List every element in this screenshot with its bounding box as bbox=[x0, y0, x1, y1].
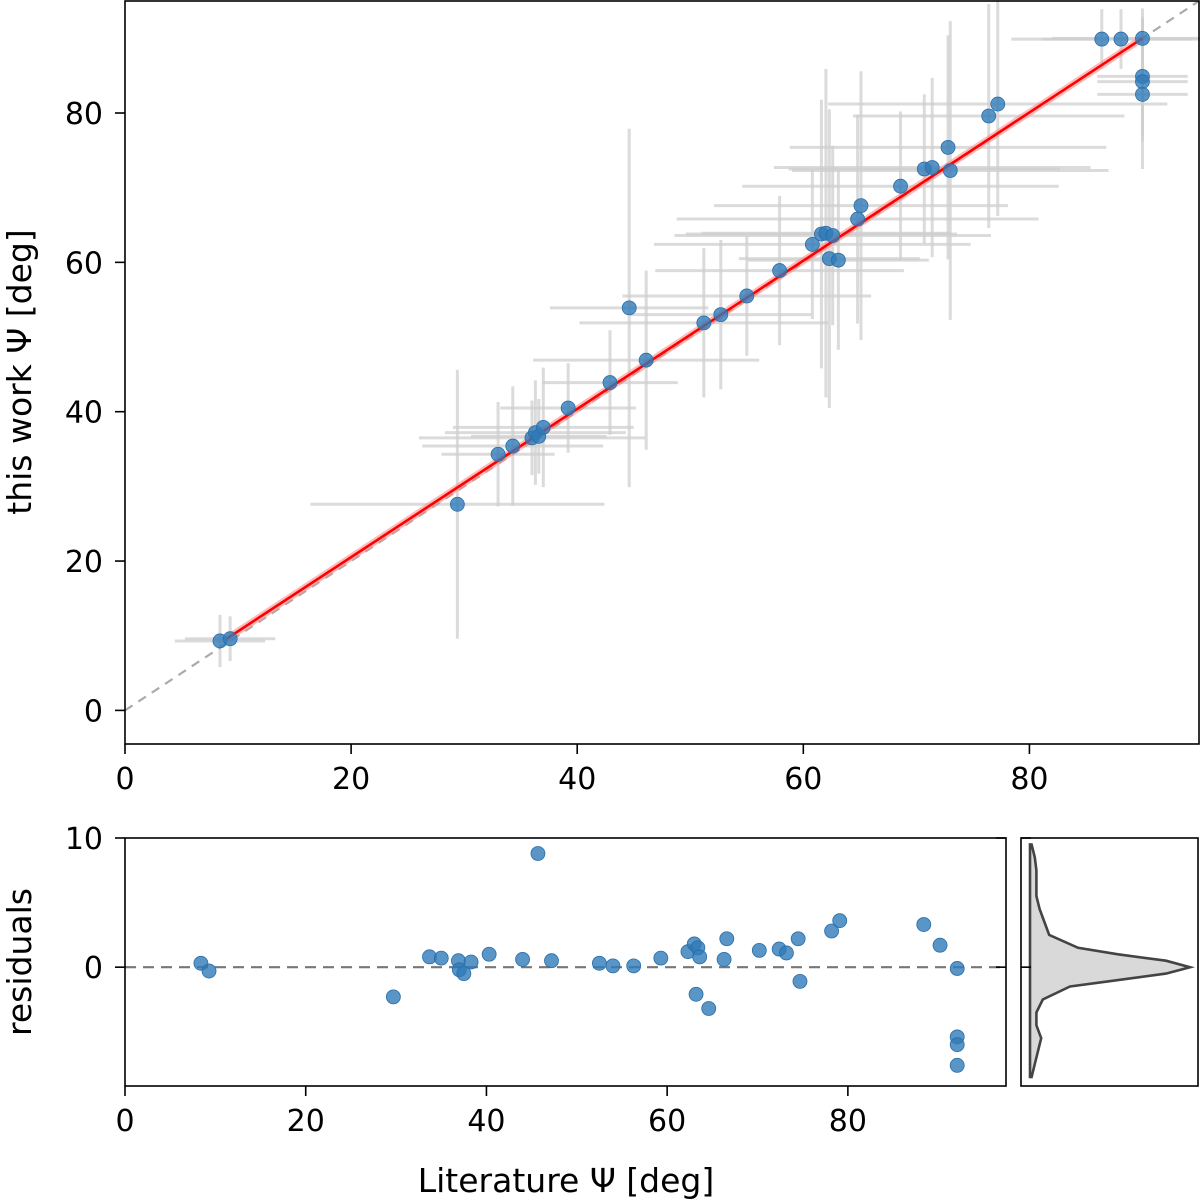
x-tick-label: 40 bbox=[558, 762, 596, 797]
residual-point bbox=[530, 846, 546, 861]
data-point bbox=[804, 237, 820, 252]
main-scatter-panel: 0 20 40 60 80 0 20 40 60 80 this work Ψ [deg] bbox=[0, 0, 1200, 797]
data-point bbox=[1135, 30, 1150, 46]
data-point bbox=[830, 252, 846, 268]
residual-point bbox=[751, 942, 767, 958]
main-data-points bbox=[212, 30, 1150, 649]
data-point bbox=[924, 160, 940, 175]
residual-y-axis: 0 10 bbox=[65, 822, 125, 986]
residual-point bbox=[792, 973, 808, 989]
residual-x-axis: 0 20 40 60 80 bbox=[115, 1086, 867, 1139]
residual-point bbox=[949, 1037, 965, 1053]
x-tick-label: 60 bbox=[648, 1104, 686, 1139]
x-tick-label: 0 bbox=[115, 1104, 134, 1139]
residual-density-panel bbox=[996, 837, 1199, 1087]
data-point bbox=[535, 419, 551, 435]
fit-line bbox=[226, 37, 1144, 640]
data-point bbox=[490, 446, 506, 462]
residual-point bbox=[832, 913, 848, 929]
residual-data-points bbox=[193, 846, 965, 1073]
residual-point bbox=[949, 961, 965, 976]
x-tick-label: 40 bbox=[467, 1104, 505, 1139]
data-point bbox=[1135, 74, 1150, 90]
x-tick-label: 0 bbox=[115, 762, 134, 797]
residual-point bbox=[433, 950, 449, 966]
data-point bbox=[449, 496, 465, 512]
density-curve bbox=[1028, 843, 1196, 1079]
data-point bbox=[940, 139, 956, 155]
data-point bbox=[222, 631, 238, 647]
residual-point bbox=[385, 989, 401, 1005]
y-tick-label: 0 bbox=[84, 951, 103, 986]
residual-scatter-panel: 0 20 40 60 80 0 10 residuals Literature Ψ [de… bbox=[0, 822, 1007, 1200]
data-point bbox=[713, 307, 729, 323]
residual-x-axis-title: Literature Ψ [deg] bbox=[418, 1161, 714, 1200]
y-tick-label: 40 bbox=[65, 396, 103, 431]
data-point bbox=[942, 163, 958, 178]
residual-y-axis-title: residuals bbox=[0, 888, 39, 1036]
data-point bbox=[602, 375, 618, 390]
residual-point bbox=[591, 955, 607, 971]
data-point bbox=[990, 96, 1006, 112]
y-tick-label: 0 bbox=[84, 694, 103, 729]
y-tick-label: 20 bbox=[65, 545, 103, 580]
x-tick-label: 20 bbox=[287, 1104, 325, 1139]
residual-point bbox=[932, 937, 948, 953]
data-point bbox=[825, 228, 841, 243]
x-tick-label: 80 bbox=[1010, 762, 1048, 797]
residual-point bbox=[692, 949, 708, 965]
data-point bbox=[505, 438, 521, 454]
data-point bbox=[850, 211, 865, 227]
y-tick-label: 60 bbox=[65, 246, 103, 281]
residual-point bbox=[716, 952, 732, 967]
residual-plot-frame bbox=[124, 837, 1007, 1087]
data-point bbox=[621, 300, 637, 316]
data-point bbox=[1094, 31, 1110, 47]
y-tick-label: 10 bbox=[65, 822, 103, 857]
residual-point bbox=[824, 923, 840, 939]
x-tick-label: 80 bbox=[829, 1104, 867, 1139]
residual-point bbox=[949, 1057, 965, 1073]
data-point bbox=[893, 178, 908, 194]
main-y-axis: 0 20 40 60 80 bbox=[65, 97, 125, 729]
residual-point bbox=[201, 963, 217, 979]
x-tick-label: 60 bbox=[784, 762, 822, 797]
main-y-axis-title: this work Ψ [deg] bbox=[0, 229, 39, 514]
data-point bbox=[981, 108, 997, 124]
density-plot-frame bbox=[1020, 837, 1199, 1087]
data-point bbox=[739, 288, 755, 304]
data-point bbox=[638, 352, 654, 368]
main-plot-frame bbox=[124, 0, 1200, 745]
residual-point bbox=[463, 954, 479, 970]
residual-point bbox=[779, 945, 794, 961]
data-point bbox=[772, 263, 787, 278]
data-point bbox=[560, 400, 576, 416]
x-tick-label: 20 bbox=[332, 762, 370, 797]
residual-point bbox=[916, 917, 932, 932]
residual-point bbox=[653, 950, 669, 966]
data-point bbox=[853, 198, 869, 214]
residual-point bbox=[626, 958, 642, 974]
data-point bbox=[696, 315, 712, 331]
residual-point bbox=[790, 931, 806, 947]
residual-point bbox=[481, 946, 497, 962]
residual-point bbox=[688, 986, 704, 1002]
residual-point bbox=[515, 952, 530, 967]
density-y-ticks bbox=[996, 837, 1031, 968]
residual-point bbox=[605, 958, 621, 974]
data-point bbox=[1113, 31, 1129, 47]
y-tick-label: 80 bbox=[65, 97, 103, 132]
residual-point bbox=[719, 931, 735, 947]
residual-point bbox=[701, 1001, 717, 1016]
residual-point bbox=[456, 966, 472, 982]
data-point bbox=[1135, 86, 1150, 102]
main-x-axis: 0 20 40 60 80 bbox=[115, 744, 1049, 797]
residual-point bbox=[544, 953, 559, 969]
